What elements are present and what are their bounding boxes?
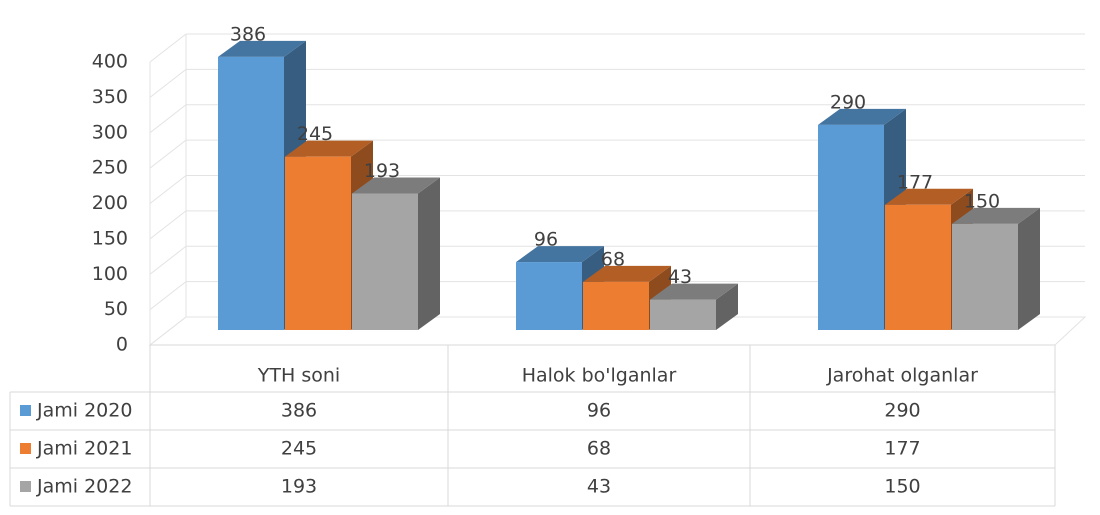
x-tick-label: Halok bo'lganlar — [522, 365, 677, 387]
bar-3d — [952, 207, 1040, 330]
bar-3d — [818, 108, 906, 330]
table-cell: 150 — [884, 476, 920, 498]
bar — [516, 262, 582, 330]
table-cell: 245 — [281, 438, 317, 460]
table-cell: 96 — [587, 400, 611, 422]
y-tick-label: 50 — [104, 298, 128, 320]
bar — [285, 156, 351, 330]
data-label: 96 — [534, 229, 558, 251]
bar — [818, 124, 884, 330]
grid-line — [149, 104, 187, 134]
bar-top — [218, 40, 306, 57]
bar-top — [952, 207, 1040, 224]
bar — [352, 193, 418, 330]
grid-line — [149, 281, 187, 311]
table-cell: 68 — [587, 438, 611, 460]
bar-top — [285, 140, 373, 157]
table-cell: 290 — [884, 400, 920, 422]
y-tick-label: 0 — [116, 334, 128, 356]
y-tick-label: 400 — [92, 51, 128, 73]
bar-3d — [650, 283, 738, 330]
bar — [218, 56, 284, 330]
bar-side — [716, 283, 738, 330]
y-tick-label: 200 — [92, 192, 128, 214]
y-tick-label: 150 — [92, 227, 128, 249]
bar-top — [352, 177, 440, 194]
grid-line — [149, 316, 187, 346]
legend-label: Jami 2021 — [36, 438, 132, 460]
bar — [885, 204, 951, 330]
bar — [650, 299, 716, 330]
bar-top — [885, 188, 973, 205]
table-cell: 43 — [587, 476, 611, 498]
bar-side — [418, 177, 440, 330]
bar-3d — [285, 140, 373, 330]
legend-label: Jami 2020 — [36, 400, 132, 422]
bar-3d — [352, 177, 440, 330]
table-cell: 193 — [281, 476, 317, 498]
x-tick-label: Jarohat olganlar — [826, 365, 978, 387]
data-label: 43 — [668, 266, 692, 288]
data-label: 245 — [297, 123, 333, 145]
grid-line — [149, 175, 187, 204]
x-tick-label: YTH soni — [257, 365, 340, 387]
grid-line — [149, 68, 187, 98]
y-tick-label: 100 — [92, 263, 128, 285]
legend-swatch — [20, 405, 31, 416]
data-label: 177 — [897, 171, 933, 193]
grid-line — [149, 33, 187, 63]
grid-line — [149, 139, 187, 169]
data-label: 290 — [830, 91, 866, 113]
table-cell: 177 — [884, 438, 920, 460]
legend-swatch — [20, 443, 31, 454]
legend-label: Jami 2022 — [36, 476, 132, 498]
y-tick-label: 350 — [92, 86, 128, 108]
data-label: 150 — [964, 190, 1000, 212]
data-label: 386 — [230, 23, 266, 45]
bar-3d — [583, 265, 671, 330]
bar-top — [650, 283, 738, 300]
bar — [583, 281, 649, 330]
grid-line — [149, 210, 187, 240]
table-cell: 386 — [281, 400, 317, 422]
bar-top — [516, 246, 604, 263]
data-label: 68 — [601, 248, 625, 270]
bar-top — [818, 108, 906, 125]
y-tick-label: 250 — [92, 157, 128, 179]
bar — [952, 223, 1018, 330]
bar-side — [1018, 207, 1040, 330]
legend-swatch — [20, 481, 31, 492]
y-tick-label: 300 — [92, 121, 128, 143]
data-label: 193 — [364, 160, 400, 182]
grid-line — [149, 245, 187, 275]
bar-top — [583, 265, 671, 282]
